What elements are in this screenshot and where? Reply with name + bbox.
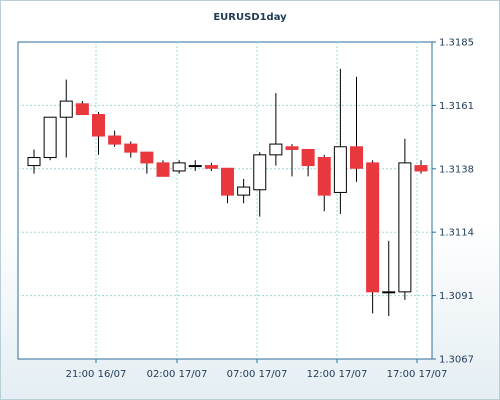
y-tick-label: 1.3161 bbox=[439, 101, 474, 112]
candle-body-down bbox=[317, 157, 331, 196]
candle-body-down bbox=[366, 162, 380, 293]
candle bbox=[221, 167, 234, 204]
grid-layer bbox=[18, 42, 432, 359]
candle-body-up bbox=[172, 162, 186, 172]
y-tick-label: 1.3185 bbox=[439, 38, 474, 49]
candle bbox=[269, 93, 283, 166]
candle-body-down bbox=[75, 103, 89, 116]
candle-layer bbox=[27, 68, 428, 317]
candle bbox=[43, 116, 57, 161]
candle bbox=[398, 138, 412, 300]
candle bbox=[301, 148, 315, 177]
candle-body-up bbox=[237, 186, 251, 196]
candle bbox=[172, 160, 186, 174]
candle-body-down bbox=[140, 151, 154, 164]
candle bbox=[333, 68, 347, 214]
y-tick-label: 1.3138 bbox=[439, 164, 474, 175]
candle bbox=[350, 76, 363, 182]
candle bbox=[108, 130, 122, 147]
plot-area bbox=[17, 41, 433, 360]
x-tick-label: 12:00 17/07 bbox=[307, 369, 368, 380]
candle-body-down bbox=[204, 165, 218, 169]
candle-body-down bbox=[301, 148, 315, 167]
candle-body-up bbox=[269, 143, 283, 156]
candle bbox=[414, 160, 428, 174]
axis-layer: 1.3185 1.3161 1.3138 1.3114 1.3091 1.3067 21:0… bbox=[66, 38, 474, 381]
candle-body-down bbox=[92, 114, 105, 137]
candle-body-down bbox=[221, 167, 234, 196]
candle-body-down bbox=[156, 162, 170, 177]
y-tick-label: 1.3091 bbox=[439, 291, 474, 302]
candle bbox=[59, 79, 73, 158]
candle-body-down bbox=[350, 146, 363, 169]
candle bbox=[366, 160, 380, 314]
candle bbox=[382, 240, 396, 317]
candle bbox=[317, 154, 331, 212]
candle bbox=[27, 149, 41, 174]
candle-body-up bbox=[43, 116, 57, 159]
candle bbox=[92, 111, 105, 155]
candle bbox=[75, 101, 89, 116]
y-tick-label: 1.3067 bbox=[439, 355, 474, 366]
candle-body-down bbox=[108, 135, 122, 145]
candle bbox=[204, 162, 218, 171]
candle bbox=[156, 160, 170, 177]
x-tick-label: 17:00 17/07 bbox=[387, 369, 448, 380]
candle bbox=[140, 151, 154, 174]
candle bbox=[237, 179, 251, 204]
candle bbox=[124, 141, 138, 158]
candle-body-up bbox=[333, 146, 347, 193]
x-tick-label: 02:00 17/07 bbox=[147, 369, 208, 380]
x-tick-label: 07:00 17/07 bbox=[227, 369, 288, 380]
candle-body-down bbox=[414, 165, 428, 172]
candle-body-up bbox=[253, 154, 267, 191]
candle-body-up bbox=[398, 162, 412, 293]
x-tick-label: 21:00 16/07 bbox=[66, 369, 127, 380]
chart-title: EURUSD1day bbox=[213, 12, 287, 23]
candle-body-down bbox=[124, 143, 138, 153]
candle bbox=[188, 160, 202, 171]
candle bbox=[285, 144, 299, 177]
candle-body-up bbox=[27, 157, 41, 167]
candle bbox=[253, 152, 267, 217]
candle-body-up bbox=[59, 100, 73, 118]
candle-body-up bbox=[188, 165, 202, 168]
candle-body-down bbox=[285, 146, 299, 150]
candle-body-up bbox=[382, 291, 396, 294]
y-tick-label: 1.3114 bbox=[439, 228, 474, 239]
